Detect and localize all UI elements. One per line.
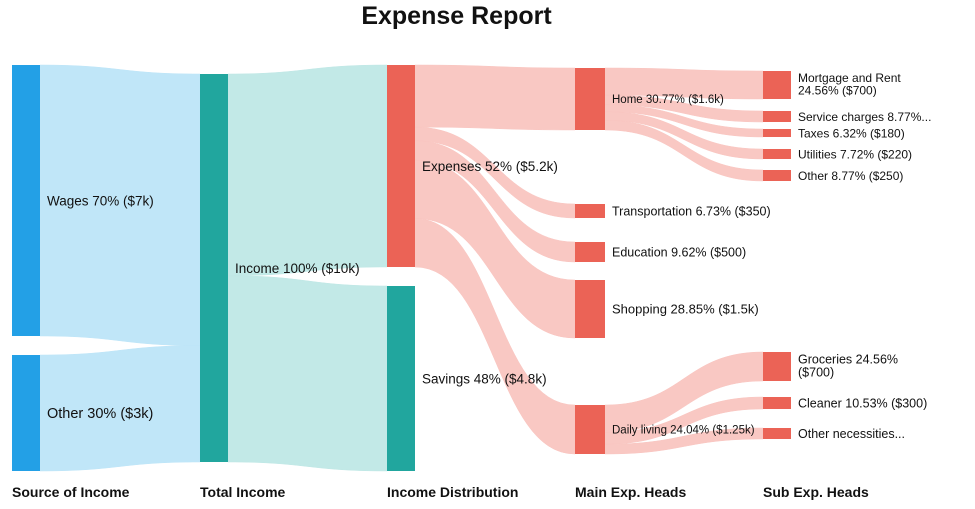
node-other_home — [763, 170, 791, 181]
labels-layer: Wages 70% ($7k) Other 30% ($3k) Income 100… — [47, 71, 931, 441]
node-shopping — [575, 280, 605, 338]
link-income-to-expenses — [227, 64, 388, 277]
column-label-2: Income Distribution — [387, 484, 518, 500]
node-label-shopping: Shopping 28.85% ($1.5k) — [612, 302, 759, 317]
node-label-home: Home 30.77% ($1.6k) — [612, 94, 724, 106]
node-label-savings: Savings 48% ($4.8k) — [422, 371, 547, 386]
node-label-groceries: Groceries 24.56% ($700) — [798, 352, 898, 379]
link-income-to-savings — [227, 275, 388, 472]
node-transportation — [575, 204, 605, 218]
node-label-other_income: Other 30% ($3k) — [47, 406, 153, 422]
node-expenses — [387, 65, 415, 267]
node-taxes — [763, 129, 791, 137]
node-mortgage — [763, 71, 791, 99]
links-layer — [39, 64, 764, 472]
chart-title: Expense Report — [361, 2, 552, 30]
node-label-other_necessities: Other necessities... — [798, 427, 905, 441]
node-daily_living — [575, 405, 605, 454]
node-other_income — [12, 355, 40, 471]
node-label-transportation: Transportation 6.73% ($350) — [612, 205, 771, 219]
node-label-wages: Wages 70% ($7k) — [47, 193, 154, 208]
node-utilities — [763, 149, 791, 159]
node-label-income: Income 100% ($10k) — [235, 261, 360, 276]
column-labels-layer: Source of Income Total Income Income Distr… — [12, 484, 869, 500]
nodes-layer — [12, 65, 791, 471]
node-groceries — [763, 352, 791, 381]
node-label-cleaner: Cleaner 10.53% ($300) — [798, 397, 927, 411]
link-expenses-to-home — [414, 64, 576, 131]
node-income — [200, 74, 228, 462]
node-label-education: Education 9.62% ($500) — [612, 246, 746, 260]
node-cleaner — [763, 397, 791, 409]
node-label-daily_living: Daily living 24.04% ($1.25k) — [612, 425, 755, 437]
node-education — [575, 242, 605, 262]
node-label-expenses: Expenses 52% ($5.2k) — [422, 159, 558, 174]
column-label-4: Sub Exp. Heads — [763, 484, 869, 500]
node-label-taxes: Taxes 6.32% ($180) — [798, 126, 905, 140]
link-home-to-utilities — [604, 111, 764, 160]
column-label-0: Source of Income — [12, 484, 130, 500]
node-label-service: Service charges 8.77%... — [798, 110, 931, 124]
node-savings — [387, 286, 415, 471]
column-label-1: Total Income — [200, 484, 286, 500]
node-wages — [12, 65, 40, 336]
column-label-3: Main Exp. Heads — [575, 484, 686, 500]
node-label-mortgage: Mortgage and Rent 24.56% ($700) — [798, 71, 901, 98]
node-other_necessities — [763, 428, 791, 439]
node-service — [763, 111, 791, 122]
node-label-other_home: Other 8.77% ($250) — [798, 169, 903, 183]
node-label-utilities: Utilities 7.72% ($220) — [798, 147, 912, 161]
node-home — [575, 68, 605, 130]
